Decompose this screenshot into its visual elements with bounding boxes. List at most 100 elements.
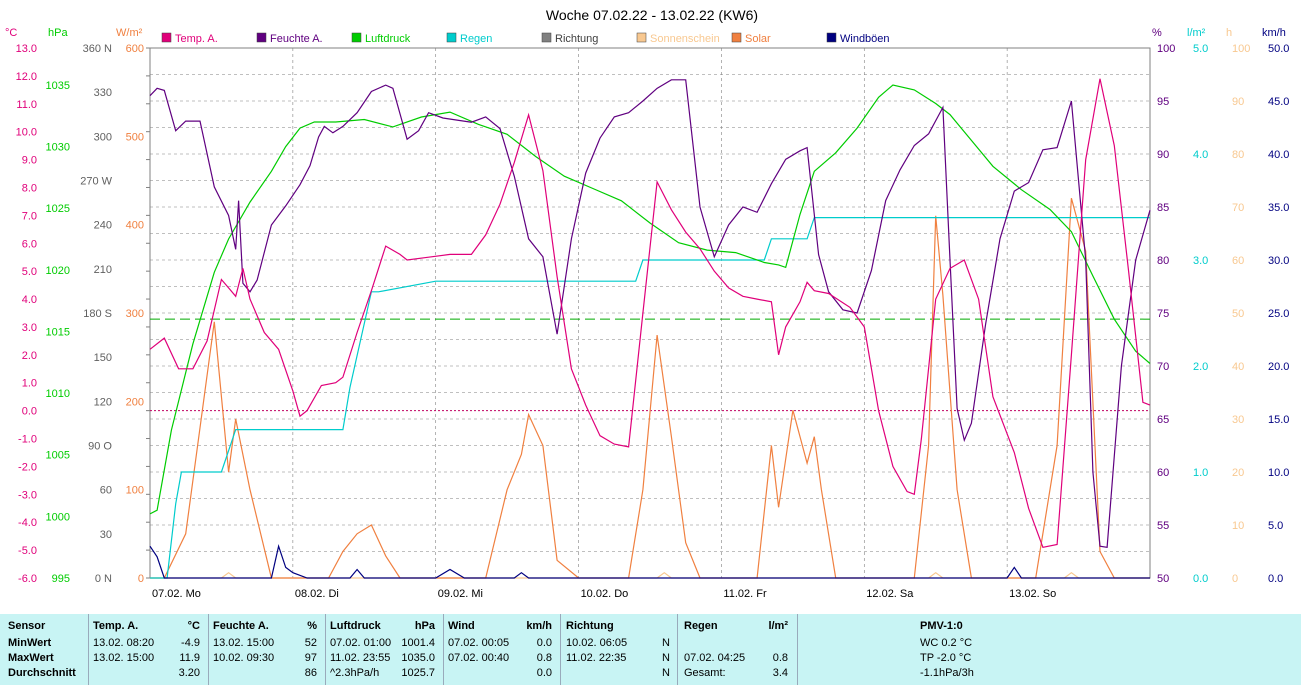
table-cell: TP -2.0 °C <box>920 652 972 664</box>
unit-label-rain: l/m² <box>1187 27 1206 39</box>
table-header: Richtung <box>566 620 614 632</box>
table-cell: 1001.4 <box>401 637 435 649</box>
legend-label: Sonnenschein <box>650 33 720 45</box>
table-cell: 0.0 <box>536 637 552 649</box>
temp-axis-tick: 0.0 <box>22 406 37 418</box>
hum-axis-tick: 60 <box>1157 467 1169 479</box>
rain-axis-tick: 5.0 <box>1193 43 1208 55</box>
table-separator <box>797 614 798 685</box>
table-cell: 97 <box>304 652 317 664</box>
table-cell: 3.4 <box>772 667 788 679</box>
table-cell: ^2.3hPa/h <box>330 667 380 679</box>
x-label: 09.02. Mi <box>438 588 483 600</box>
temp-axis-tick: -4.0 <box>18 517 37 529</box>
legend-swatch <box>161 32 172 43</box>
hum-axis-tick: 80 <box>1157 255 1169 267</box>
x-label: 07.02. Mo <box>152 588 201 600</box>
wind-axis-tick: 5.0 <box>1268 520 1283 532</box>
table-cell: 0.8 <box>536 652 552 664</box>
temp-axis-tick: -5.0 <box>18 545 37 557</box>
table-separator <box>677 614 678 685</box>
table-header: km/h <box>526 620 552 632</box>
table-row-label: MaxWert <box>8 652 54 664</box>
table-cell: -1.1hPa/3h <box>920 667 974 679</box>
temp-axis-tick: 7.0 <box>22 210 37 222</box>
legend-label: Feuchte A. <box>270 33 323 45</box>
temp-axis-tick: 10.0 <box>16 127 37 139</box>
temp-axis-tick: 9.0 <box>22 155 37 167</box>
table-cell: 3.20 <box>178 667 200 679</box>
temp-axis-tick: 13.0 <box>16 43 37 55</box>
sun-axis-tick: 20 <box>1232 467 1244 479</box>
dir-axis-tick: 240 <box>94 220 112 232</box>
table-cell: 13.02. 15:00 <box>93 652 155 664</box>
wind-axis-tick: 35.0 <box>1268 202 1289 214</box>
hum-axis-tick: 75 <box>1157 308 1169 320</box>
sun-axis-tick: 90 <box>1232 96 1244 108</box>
legend-swatch <box>636 32 647 43</box>
temp-axis-tick: 11.0 <box>16 99 37 111</box>
x-label: 12.02. Sa <box>866 588 914 600</box>
table-cell: 10.02. 06:05 <box>566 637 628 649</box>
rain-axis-tick: 4.0 <box>1193 149 1208 161</box>
series-temp-a <box>149 78 1151 548</box>
table-cell: 52 <box>304 637 317 649</box>
table-cell: 07.02. 04:25 <box>684 652 746 664</box>
press-axis-tick: 1030 <box>46 142 70 154</box>
press-axis-tick: 1035 <box>46 80 70 92</box>
hum-axis-tick: 95 <box>1157 96 1169 108</box>
table-header: l/m² <box>768 620 788 632</box>
temp-axis-tick: 1.0 <box>22 378 37 390</box>
table-separator <box>325 614 326 685</box>
press-axis-tick: 1025 <box>46 203 70 215</box>
rain-axis-tick: 1.0 <box>1193 467 1208 479</box>
unit-label-press: hPa <box>48 27 68 39</box>
wind-axis-tick: 50.0 <box>1268 43 1289 55</box>
table-header: PMV-1:0 <box>920 620 963 632</box>
dir-axis-tick: 0 N <box>95 573 112 585</box>
table-header: % <box>307 620 317 632</box>
press-axis-tick: 995 <box>52 573 70 585</box>
table-separator <box>560 614 561 685</box>
table-cell: 07.02. 01:00 <box>330 637 392 649</box>
hum-axis-tick: 65 <box>1157 414 1169 426</box>
legend-label: Luftdruck <box>365 33 411 45</box>
solar-axis-tick: 0 <box>138 573 144 585</box>
table-cell: Gesamt: <box>684 667 726 679</box>
press-axis-tick: 1015 <box>46 326 70 338</box>
table-header: Feuchte A. <box>213 620 269 632</box>
rain-axis-tick: 0.0 <box>1193 573 1208 585</box>
dir-axis-tick: 180 S <box>83 308 112 320</box>
legend-label: Temp. A. <box>175 33 218 45</box>
temp-axis-tick: 2.0 <box>22 350 37 362</box>
dir-axis-tick: 360 N <box>83 43 112 55</box>
table-cell: 07.02. 00:40 <box>448 652 510 664</box>
sun-axis-tick: 70 <box>1232 202 1244 214</box>
axes: 13.0 12.0 11.0 10.0 9.0 8.0 7.0 6.0 5.0 4.0 3.0 2.0… <box>5 27 1289 600</box>
x-label: 13.02. So <box>1009 588 1056 600</box>
dir-axis-tick: 210 <box>94 264 112 276</box>
dir-axis-tick: 90 O <box>88 441 112 453</box>
solar-axis-tick: 400 <box>126 220 144 232</box>
sun-axis-tick: 0 <box>1232 573 1238 585</box>
hum-axis-tick: 50 <box>1157 573 1169 585</box>
x-label: 11.02. Fr <box>723 588 767 600</box>
table-header: Temp. A. <box>93 620 139 632</box>
press-axis-tick: 1005 <box>46 450 70 462</box>
sun-axis-tick: 60 <box>1232 255 1244 267</box>
wind-axis-tick: 15.0 <box>1268 414 1289 426</box>
dir-axis-tick: 60 <box>100 485 112 497</box>
temp-axis-tick: -6.0 <box>18 573 37 585</box>
table-header: Sensor <box>8 620 46 632</box>
series-regen <box>150 217 1150 579</box>
legend-label: Solar <box>745 33 771 45</box>
table-header: Luftdruck <box>330 620 381 632</box>
wind-axis-tick: 25.0 <box>1268 308 1289 320</box>
table-cell: 11.9 <box>179 652 200 664</box>
dir-axis-tick: 330 <box>94 87 112 99</box>
legend-swatch <box>256 32 267 43</box>
series-windböen <box>149 543 1150 579</box>
table-row-label: MinWert <box>8 637 52 649</box>
rain-axis-tick: 2.0 <box>1193 361 1208 373</box>
table-header: hPa <box>414 620 435 632</box>
